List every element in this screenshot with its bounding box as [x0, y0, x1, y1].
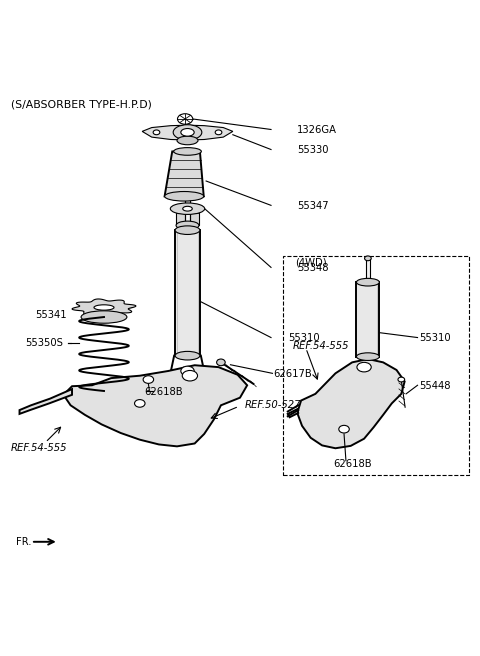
Text: 62618B: 62618B: [333, 459, 372, 469]
Text: 55310: 55310: [419, 333, 451, 344]
FancyBboxPatch shape: [366, 258, 370, 282]
FancyBboxPatch shape: [357, 282, 379, 357]
Ellipse shape: [181, 129, 194, 136]
Text: REF.54-555: REF.54-555: [292, 340, 349, 351]
Ellipse shape: [81, 311, 127, 323]
Text: 55330: 55330: [297, 146, 329, 155]
Ellipse shape: [174, 148, 201, 155]
Text: 55348: 55348: [297, 263, 329, 274]
Ellipse shape: [357, 362, 371, 372]
Polygon shape: [20, 389, 72, 414]
Ellipse shape: [357, 278, 379, 286]
Text: 1326GA: 1326GA: [297, 125, 337, 135]
Ellipse shape: [175, 226, 200, 234]
FancyBboxPatch shape: [185, 199, 190, 230]
Polygon shape: [288, 409, 298, 417]
Text: 55347: 55347: [297, 201, 329, 211]
Ellipse shape: [170, 203, 204, 215]
Ellipse shape: [183, 206, 192, 211]
Text: 62617B: 62617B: [274, 369, 312, 379]
Polygon shape: [165, 152, 204, 196]
Polygon shape: [142, 125, 233, 140]
Polygon shape: [72, 299, 136, 316]
Ellipse shape: [181, 366, 194, 376]
Text: 55341: 55341: [35, 310, 66, 319]
Ellipse shape: [134, 400, 145, 407]
Ellipse shape: [215, 130, 222, 134]
Ellipse shape: [216, 359, 225, 365]
Text: 55350S: 55350S: [25, 338, 63, 348]
Ellipse shape: [178, 113, 193, 124]
Ellipse shape: [339, 425, 349, 433]
FancyBboxPatch shape: [175, 230, 200, 356]
Ellipse shape: [364, 256, 371, 260]
Text: REF.54-555: REF.54-555: [11, 443, 67, 453]
Text: FR.: FR.: [16, 537, 31, 547]
Text: 55448: 55448: [419, 381, 450, 391]
Text: 62618B: 62618B: [144, 388, 183, 398]
Ellipse shape: [94, 305, 114, 310]
Ellipse shape: [153, 130, 160, 134]
Polygon shape: [297, 359, 405, 448]
Ellipse shape: [177, 136, 198, 145]
Ellipse shape: [398, 377, 405, 382]
Text: 55310: 55310: [288, 333, 319, 344]
Polygon shape: [63, 365, 247, 446]
FancyBboxPatch shape: [176, 209, 199, 226]
Ellipse shape: [143, 376, 154, 383]
Ellipse shape: [175, 352, 200, 360]
Ellipse shape: [357, 353, 379, 360]
FancyBboxPatch shape: [283, 256, 469, 475]
Ellipse shape: [165, 192, 204, 201]
Text: (4WD): (4WD): [295, 257, 326, 267]
Ellipse shape: [173, 125, 202, 140]
Ellipse shape: [182, 371, 198, 381]
Text: (S/ABSORBER TYPE-H.P.D): (S/ABSORBER TYPE-H.P.D): [11, 100, 152, 110]
Ellipse shape: [176, 221, 199, 230]
Text: REF.50-527: REF.50-527: [245, 400, 301, 410]
